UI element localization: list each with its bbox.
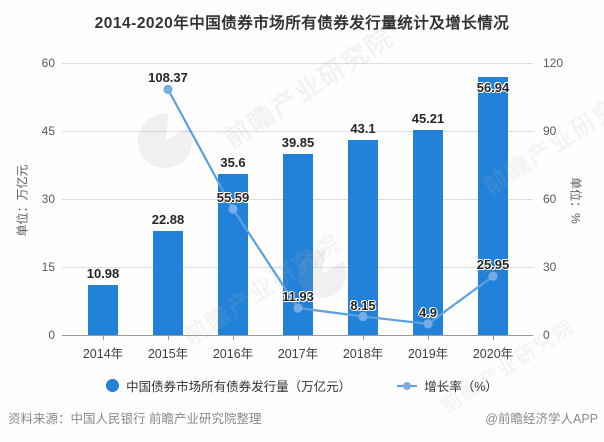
secondary-axis-tick-label: 0 bbox=[543, 328, 550, 342]
x-axis-category-label: 2017年 bbox=[277, 347, 319, 361]
x-axis-category-label: 2014年 bbox=[82, 347, 124, 361]
bar-value-label: 45.21 bbox=[411, 111, 445, 127]
secondary-axis-tick-label: 30 bbox=[543, 260, 557, 274]
x-axis-category-label: 2018年 bbox=[342, 347, 384, 361]
x-axis-tick bbox=[233, 336, 234, 340]
bar-value-label: 56.94 bbox=[476, 79, 510, 95]
bar-value-label: 39.85 bbox=[281, 135, 315, 151]
right-axis-title: 单位：% bbox=[568, 177, 583, 224]
x-axis-line bbox=[62, 335, 533, 336]
bar-series-swatch-icon bbox=[106, 379, 120, 392]
bar-value-label: 35.6 bbox=[220, 154, 246, 170]
gridline bbox=[62, 131, 533, 132]
bar-2014-2020-series bbox=[88, 285, 118, 335]
x-axis-tick bbox=[103, 336, 104, 340]
line-value-label: 108.37 bbox=[148, 70, 188, 86]
bar-value-label: 22.88 bbox=[151, 212, 185, 228]
line-value-label: 55.59 bbox=[216, 189, 250, 205]
x-axis-category-label: 2019年 bbox=[407, 347, 449, 361]
bar-value-label: 10.98 bbox=[86, 266, 120, 282]
y-axis-tick-label: 45 bbox=[41, 124, 55, 138]
chart-title: 2014-2020年中国债券市场所有债券发行量统计及增长情况 bbox=[94, 15, 510, 32]
left-axis-title: 单位：万亿元 bbox=[15, 164, 30, 237]
line-series-swatch-icon bbox=[397, 379, 418, 392]
line-value-label: 11.93 bbox=[282, 288, 314, 304]
bar-2014-2020-series bbox=[478, 76, 508, 335]
credit-note: @前瞻经济学人APP bbox=[485, 412, 598, 426]
y-axis-tick-label: 15 bbox=[41, 260, 55, 274]
bar-2014-2020-series bbox=[283, 154, 313, 335]
x-axis-tick bbox=[493, 336, 494, 340]
x-axis-category-label: 2015年 bbox=[147, 347, 189, 361]
x-axis-tick bbox=[168, 336, 169, 340]
line-value-label: 25.95 bbox=[476, 257, 510, 273]
secondary-axis-tick-label: 60 bbox=[543, 192, 557, 206]
line-data-point bbox=[163, 84, 173, 94]
legend-item-line-series[interactable]: 增长率（%） bbox=[397, 376, 498, 395]
x-axis-tick bbox=[428, 336, 429, 340]
x-axis-category-label: 2020年 bbox=[472, 347, 514, 361]
bar-2014-2020-series bbox=[153, 231, 183, 335]
x-axis-tick bbox=[298, 336, 299, 340]
legend-bar-label: 中国债券市场所有债券发行量（万亿元） bbox=[126, 380, 352, 394]
secondary-axis-tick-label: 120 bbox=[543, 56, 564, 70]
gridline bbox=[62, 63, 533, 64]
bar-value-label: 43.1 bbox=[350, 120, 376, 136]
footer: 资料来源：中国人民银行 前瞻产业研究院整理 @前瞻经济学人APP bbox=[8, 408, 598, 427]
y-axis-tick-label: 30 bbox=[41, 192, 55, 206]
line-value-label: 8.15 bbox=[350, 297, 376, 313]
source-note: 资料来源：中国人民银行 前瞻产业研究院整理 bbox=[8, 412, 262, 426]
x-axis-category-label: 2016年 bbox=[212, 347, 254, 361]
y-axis-tick-label: 60 bbox=[41, 56, 55, 70]
y-axis-tick-label: 0 bbox=[48, 328, 55, 342]
line-value-label: 4.9 bbox=[418, 304, 438, 320]
legend-item-bar-series[interactable]: 中国债券市场所有债券发行量（万亿元） bbox=[106, 376, 351, 395]
legend-line-label: 增长率（%） bbox=[424, 380, 498, 394]
secondary-axis-tick-label: 90 bbox=[543, 124, 557, 138]
x-axis-tick bbox=[363, 336, 364, 340]
legend: 中国债券市场所有债券发行量（万亿元） 增长率（%） bbox=[0, 376, 604, 395]
